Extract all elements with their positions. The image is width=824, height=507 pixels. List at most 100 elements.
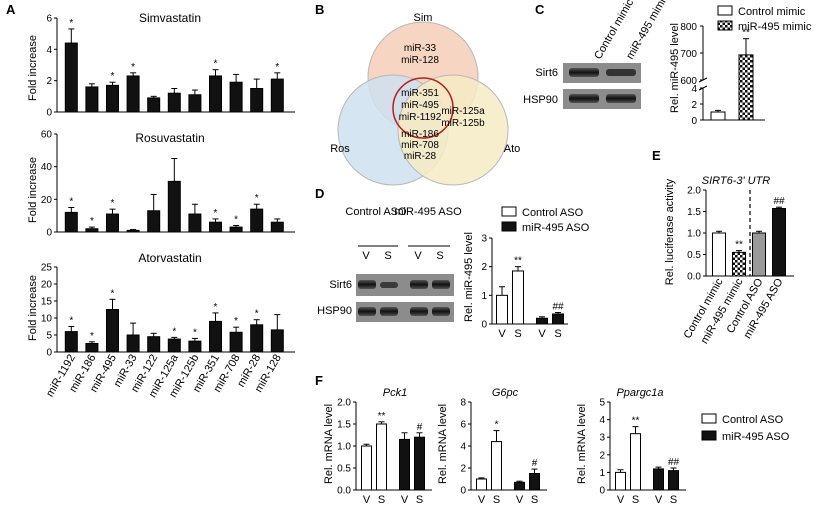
venn-label-sim: Sim bbox=[414, 12, 433, 24]
chart-title: G6pc bbox=[492, 387, 519, 399]
blot-band bbox=[606, 69, 636, 76]
blot-strip bbox=[356, 274, 454, 296]
bar bbox=[229, 331, 243, 353]
y-tick-label: 8 bbox=[460, 398, 466, 409]
bar bbox=[64, 331, 78, 353]
significance-mark: ** bbox=[632, 416, 640, 427]
bar bbox=[738, 54, 754, 121]
y-tick-label: 600 bbox=[680, 76, 697, 87]
bar bbox=[732, 251, 746, 277]
y-tick-label: 5 bbox=[46, 331, 52, 342]
bar bbox=[536, 317, 548, 325]
panel-label-e: E bbox=[652, 148, 661, 163]
y-tick-label: 0.0 bbox=[337, 486, 351, 497]
y-axis-label: Fold increase bbox=[27, 35, 39, 101]
panel-e: E SIRT6-3' UTR Rel. luciferase activity … bbox=[652, 148, 794, 346]
blot-band bbox=[410, 280, 428, 289]
blot-band bbox=[358, 307, 376, 316]
panel-label-f: F bbox=[315, 373, 323, 388]
significance-mark: * bbox=[111, 71, 115, 82]
panel-a: A Simvastatin Fold increase 0 2 4 6 * * * * * Ro… bbox=[6, 2, 295, 400]
blot-row-hsp90: HSP90 bbox=[523, 94, 558, 106]
significance-mark: * bbox=[172, 326, 176, 337]
bar bbox=[167, 92, 181, 113]
significance-mark: ** bbox=[378, 411, 386, 422]
venn-center-ring bbox=[392, 77, 454, 139]
blot-strip bbox=[356, 302, 454, 322]
y-tick-label: 1 bbox=[599, 468, 605, 479]
x-tick-label: V bbox=[538, 328, 546, 340]
blot-row-hsp90: HSP90 bbox=[317, 305, 352, 317]
venn-center-0: miR-351 bbox=[401, 88, 439, 99]
venn-label-ros: Ros bbox=[330, 143, 350, 155]
y-tick-label: 4 bbox=[691, 84, 697, 95]
bar bbox=[250, 324, 264, 353]
legend-label: Control mimic bbox=[738, 6, 806, 18]
bar bbox=[126, 229, 140, 233]
legend-swatch-mir495 bbox=[501, 221, 517, 232]
y-axis-label: Rel. miR-495 level bbox=[463, 232, 475, 322]
y-tick-label: 0 bbox=[46, 348, 52, 359]
significance-mark: * bbox=[255, 193, 259, 204]
bar bbox=[209, 221, 222, 233]
chart-title: Ppargc1a bbox=[616, 387, 663, 399]
bar bbox=[188, 213, 202, 233]
significance-mark: ## bbox=[668, 457, 680, 468]
panel-d: D Control ASO miR-495 ASO V S V S Sirt6 … bbox=[315, 186, 590, 340]
legend-label: miR-495 mimic bbox=[738, 21, 812, 33]
y-tick-label: 60 bbox=[41, 130, 53, 141]
x-tick-label: S bbox=[554, 328, 561, 340]
bar bbox=[64, 42, 78, 113]
significance-mark: ## bbox=[552, 302, 564, 313]
significance-mark: * bbox=[131, 62, 135, 73]
x-tick-label: V bbox=[401, 494, 409, 506]
bar bbox=[710, 111, 726, 121]
panel-label-b: B bbox=[315, 2, 324, 17]
bar bbox=[147, 97, 161, 113]
venn-ros-ato-1: miR-708 bbox=[401, 140, 439, 151]
significance-mark: * bbox=[214, 208, 218, 219]
y-tick-label: 0 bbox=[481, 320, 487, 331]
y-tick-label: 0.0 bbox=[687, 272, 701, 283]
bar bbox=[376, 423, 387, 491]
chart-title: Pck1 bbox=[383, 387, 407, 399]
y-tick-label: 4 bbox=[599, 415, 605, 426]
venn-sim-only-0: miR-33 bbox=[404, 43, 437, 54]
bar bbox=[270, 78, 284, 113]
legend-swatch-control bbox=[501, 206, 517, 217]
blot-row-sirt6: Sirt6 bbox=[535, 67, 558, 79]
blot-band bbox=[606, 94, 636, 103]
bar bbox=[712, 232, 726, 277]
y-tick-label: 4 bbox=[46, 45, 52, 56]
bar bbox=[615, 471, 626, 491]
significance-mark: ** bbox=[735, 240, 743, 251]
bar bbox=[399, 438, 410, 491]
f-legend: Control ASO miR-495 ASO bbox=[701, 413, 790, 443]
y-tick-label: 800 bbox=[680, 22, 697, 33]
panel-f: F Pck1 Rel. mRNA level 0.0 0.5 1.0 1.5 2.0 V *… bbox=[315, 373, 790, 506]
x-tick-label: V bbox=[498, 328, 506, 340]
group-label-control-aso: Control ASO bbox=[345, 206, 407, 218]
y-tick-label: 25 bbox=[41, 263, 53, 274]
bar bbox=[668, 470, 679, 491]
y-tick-label: 2 bbox=[460, 464, 466, 475]
bar bbox=[106, 213, 119, 233]
significance-mark: * bbox=[255, 309, 259, 320]
lane-label: V bbox=[414, 250, 422, 262]
bar bbox=[188, 94, 202, 113]
significance-mark: * bbox=[69, 316, 73, 327]
bar bbox=[126, 334, 140, 353]
y-tick-label: 6 bbox=[460, 420, 466, 431]
blot-band bbox=[358, 280, 376, 289]
significance-mark: * bbox=[69, 18, 73, 29]
bar bbox=[552, 313, 564, 325]
lane-label: S bbox=[384, 250, 391, 262]
e-luciferase-chart: Rel. luciferase activity 0.0 0.5 1.0 1.5 2.0… bbox=[664, 178, 794, 346]
legend-label: miR-495 ASO bbox=[722, 431, 790, 443]
x-tick-label: V bbox=[363, 494, 371, 506]
legend-label: Control ASO bbox=[522, 207, 584, 219]
bar bbox=[229, 226, 243, 233]
panel-label-a: A bbox=[6, 2, 16, 17]
blot-band bbox=[432, 280, 450, 289]
